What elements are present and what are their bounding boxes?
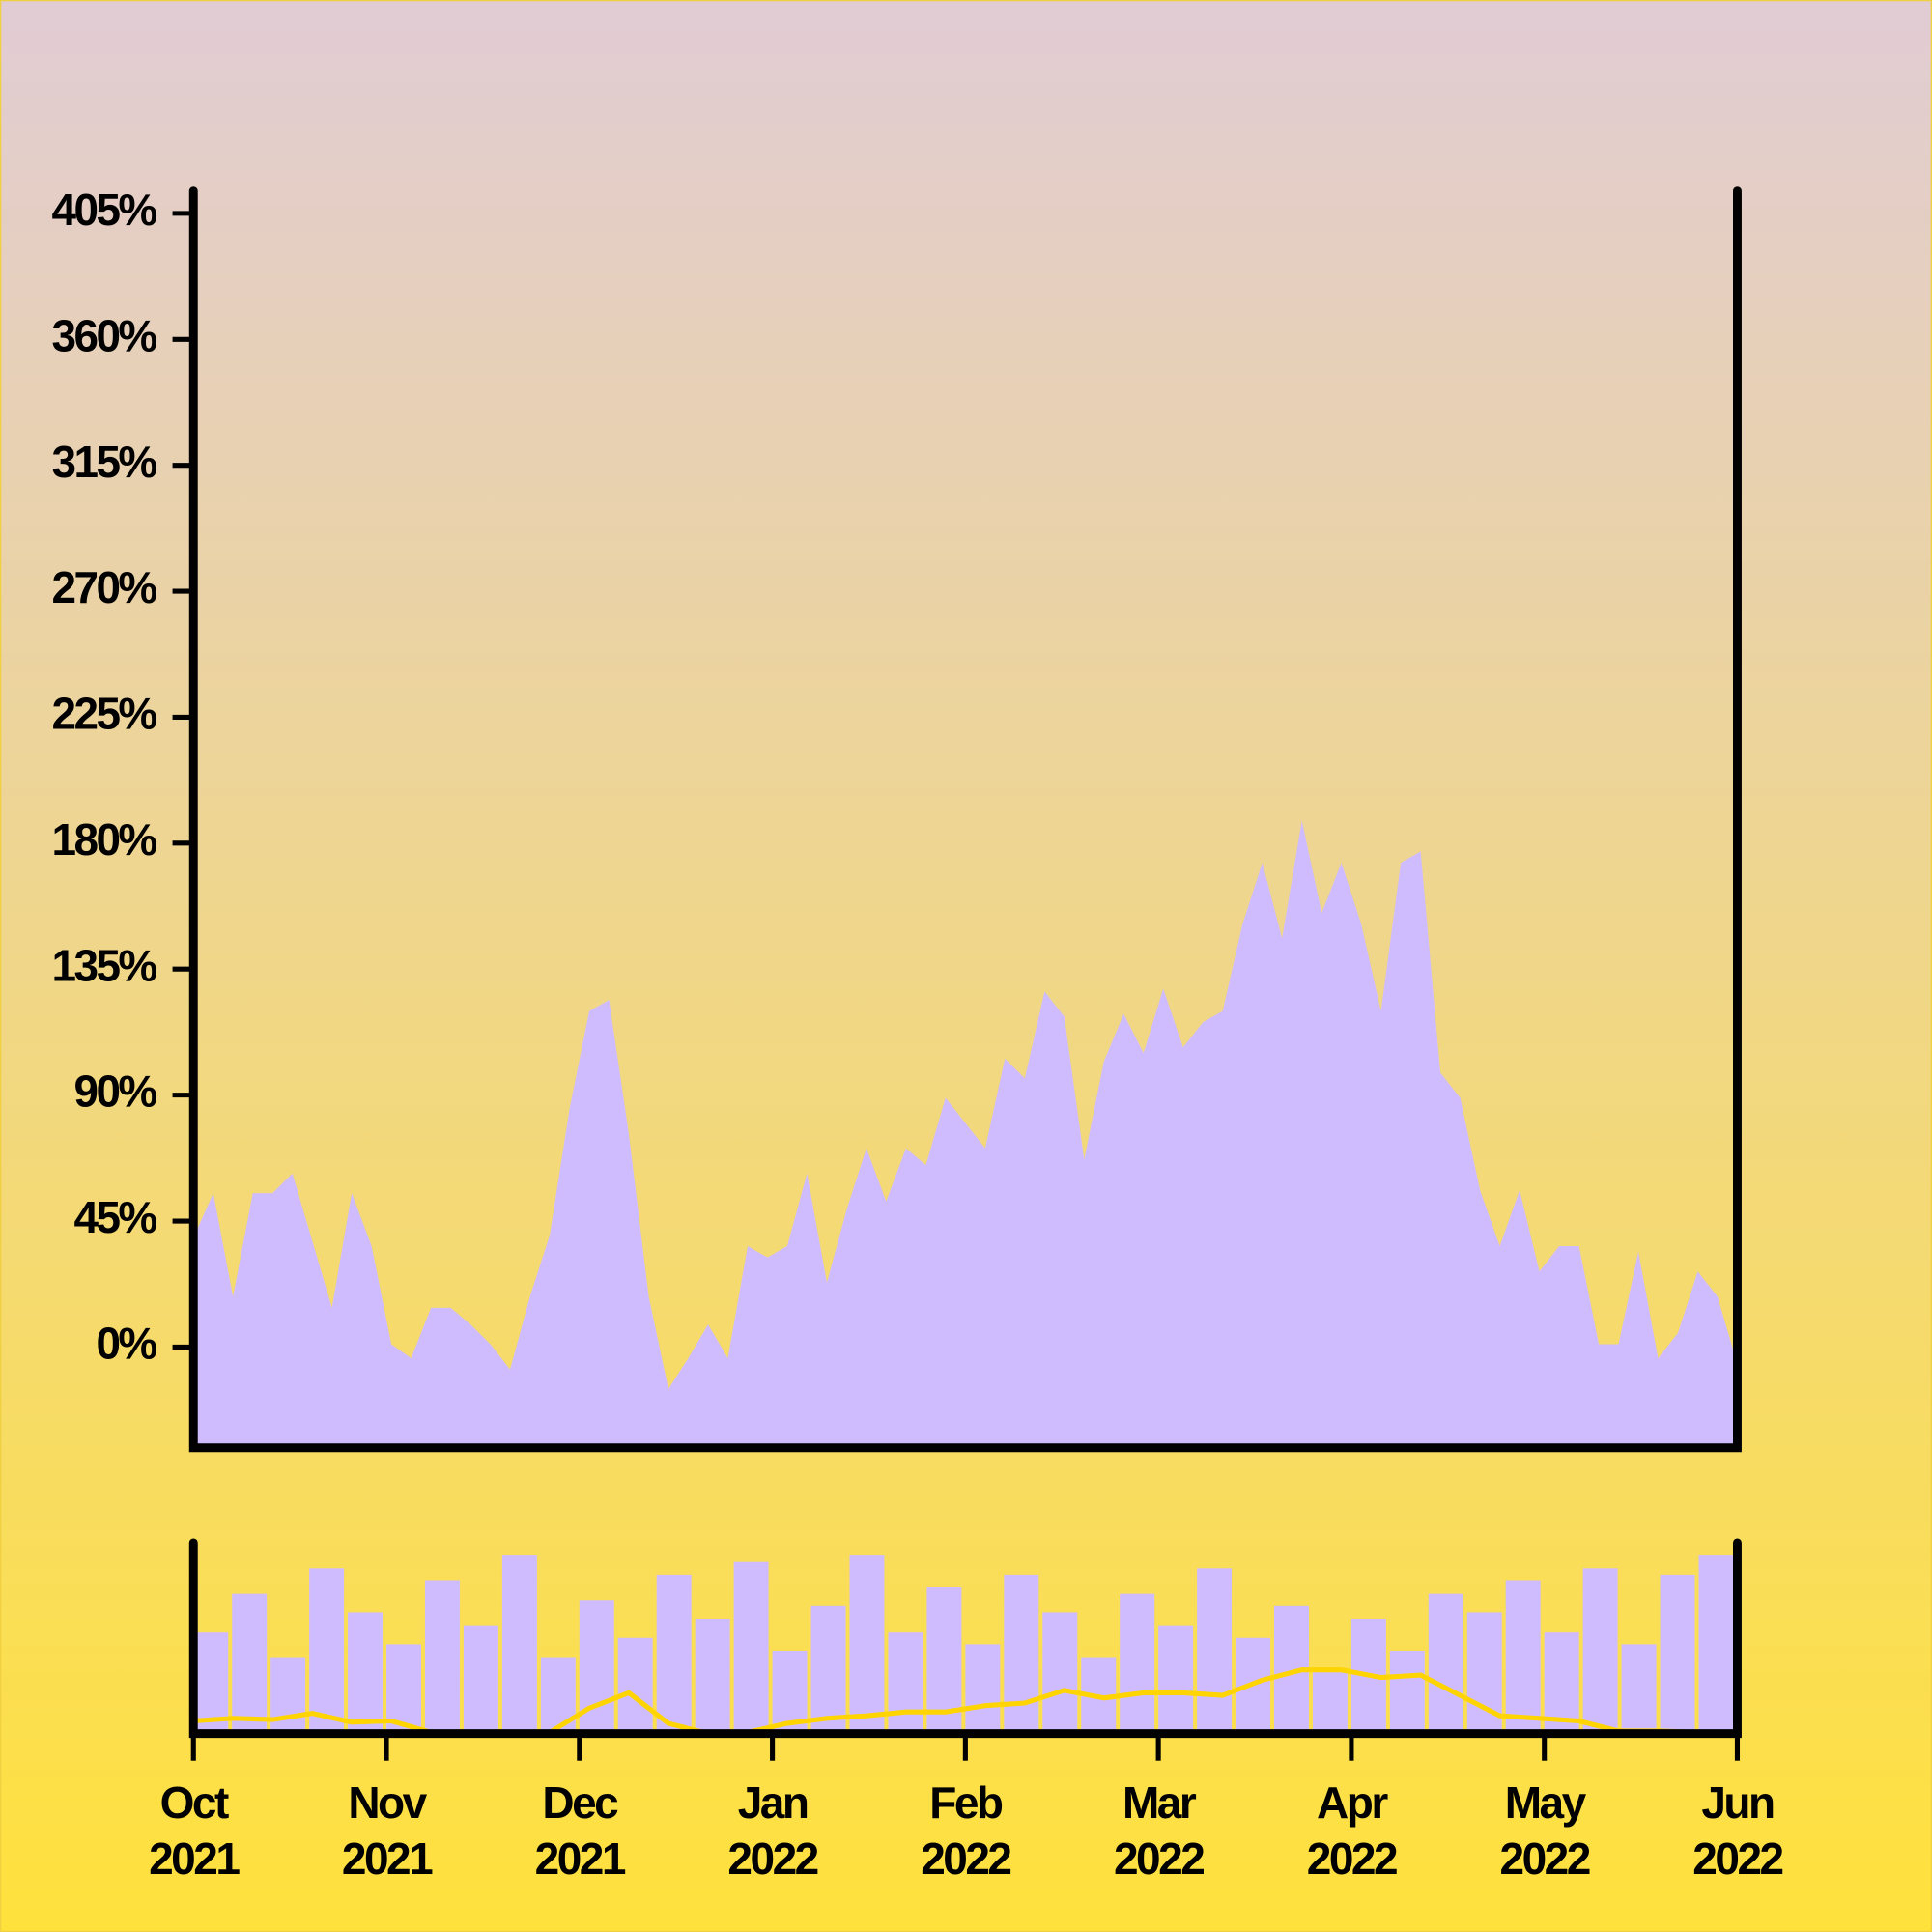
x-tick-label: Apr 2022: [1306, 1776, 1399, 1884]
navigator-bar: [1120, 1593, 1155, 1734]
y-tick-label: 180%: [51, 814, 156, 865]
navigator-bar: [1004, 1574, 1039, 1734]
navigator-bar: [1158, 1625, 1194, 1734]
navigator-bar: [1197, 1568, 1233, 1734]
y-tick-label: 45%: [73, 1192, 156, 1242]
navigator-bar: [1660, 1574, 1695, 1734]
navigator-bar: [1505, 1580, 1541, 1734]
navigator-bar: [965, 1644, 1001, 1734]
navigator-bar: [1698, 1555, 1734, 1734]
navigator-bar: [888, 1632, 923, 1734]
navigator-bar: [232, 1593, 268, 1734]
area: [193, 820, 1738, 1448]
y-tick-label: 225%: [51, 689, 156, 739]
y-tick-label: 360%: [51, 310, 156, 360]
navigator-bar: [656, 1574, 692, 1734]
axis-frame: [188, 186, 1742, 1453]
navigator-bar: [1042, 1612, 1078, 1734]
y-tick-label: 135%: [51, 940, 156, 990]
navigator-bar: [617, 1637, 653, 1734]
navigator-bar: [348, 1612, 384, 1734]
navigator-bar: [695, 1619, 730, 1734]
navigator-bar: [309, 1568, 345, 1734]
navigator-bar: [733, 1561, 769, 1734]
navigator-bar: [849, 1555, 885, 1734]
x-tick-label: Dec 2021: [534, 1776, 627, 1884]
x-tick-label: Oct 2021: [149, 1776, 241, 1884]
navigator-frame: [188, 1538, 1742, 1739]
navigator-bar: [1389, 1650, 1425, 1734]
y-tick-label: 405%: [51, 185, 156, 235]
navigator-bar: [501, 1555, 537, 1734]
navigator-bar: [463, 1625, 498, 1734]
x-tick-label: Jan 2022: [727, 1776, 819, 1884]
y-tick-label: 0%: [96, 1319, 156, 1369]
navigator-bar: [424, 1580, 460, 1734]
navigator-bar: [1312, 1669, 1348, 1734]
y-tick-label: 270%: [51, 562, 156, 612]
navigator-bar: [810, 1605, 846, 1734]
y-tick-label: 90%: [73, 1066, 156, 1117]
navigator-bar: [1621, 1644, 1657, 1734]
y-tick-label: 315%: [51, 437, 156, 487]
x-tick-label: Mar 2022: [1113, 1776, 1206, 1884]
x-tick-label: Jun 2022: [1692, 1776, 1784, 1884]
navigator-bar: [1582, 1568, 1618, 1734]
x-tick-label: Feb 2022: [921, 1776, 1012, 1884]
x-tick-label: May 2022: [1499, 1776, 1592, 1884]
navigator-bar: [1428, 1593, 1463, 1734]
x-tick-label: Nov 2021: [341, 1776, 434, 1884]
navigator-bar: [270, 1657, 306, 1734]
